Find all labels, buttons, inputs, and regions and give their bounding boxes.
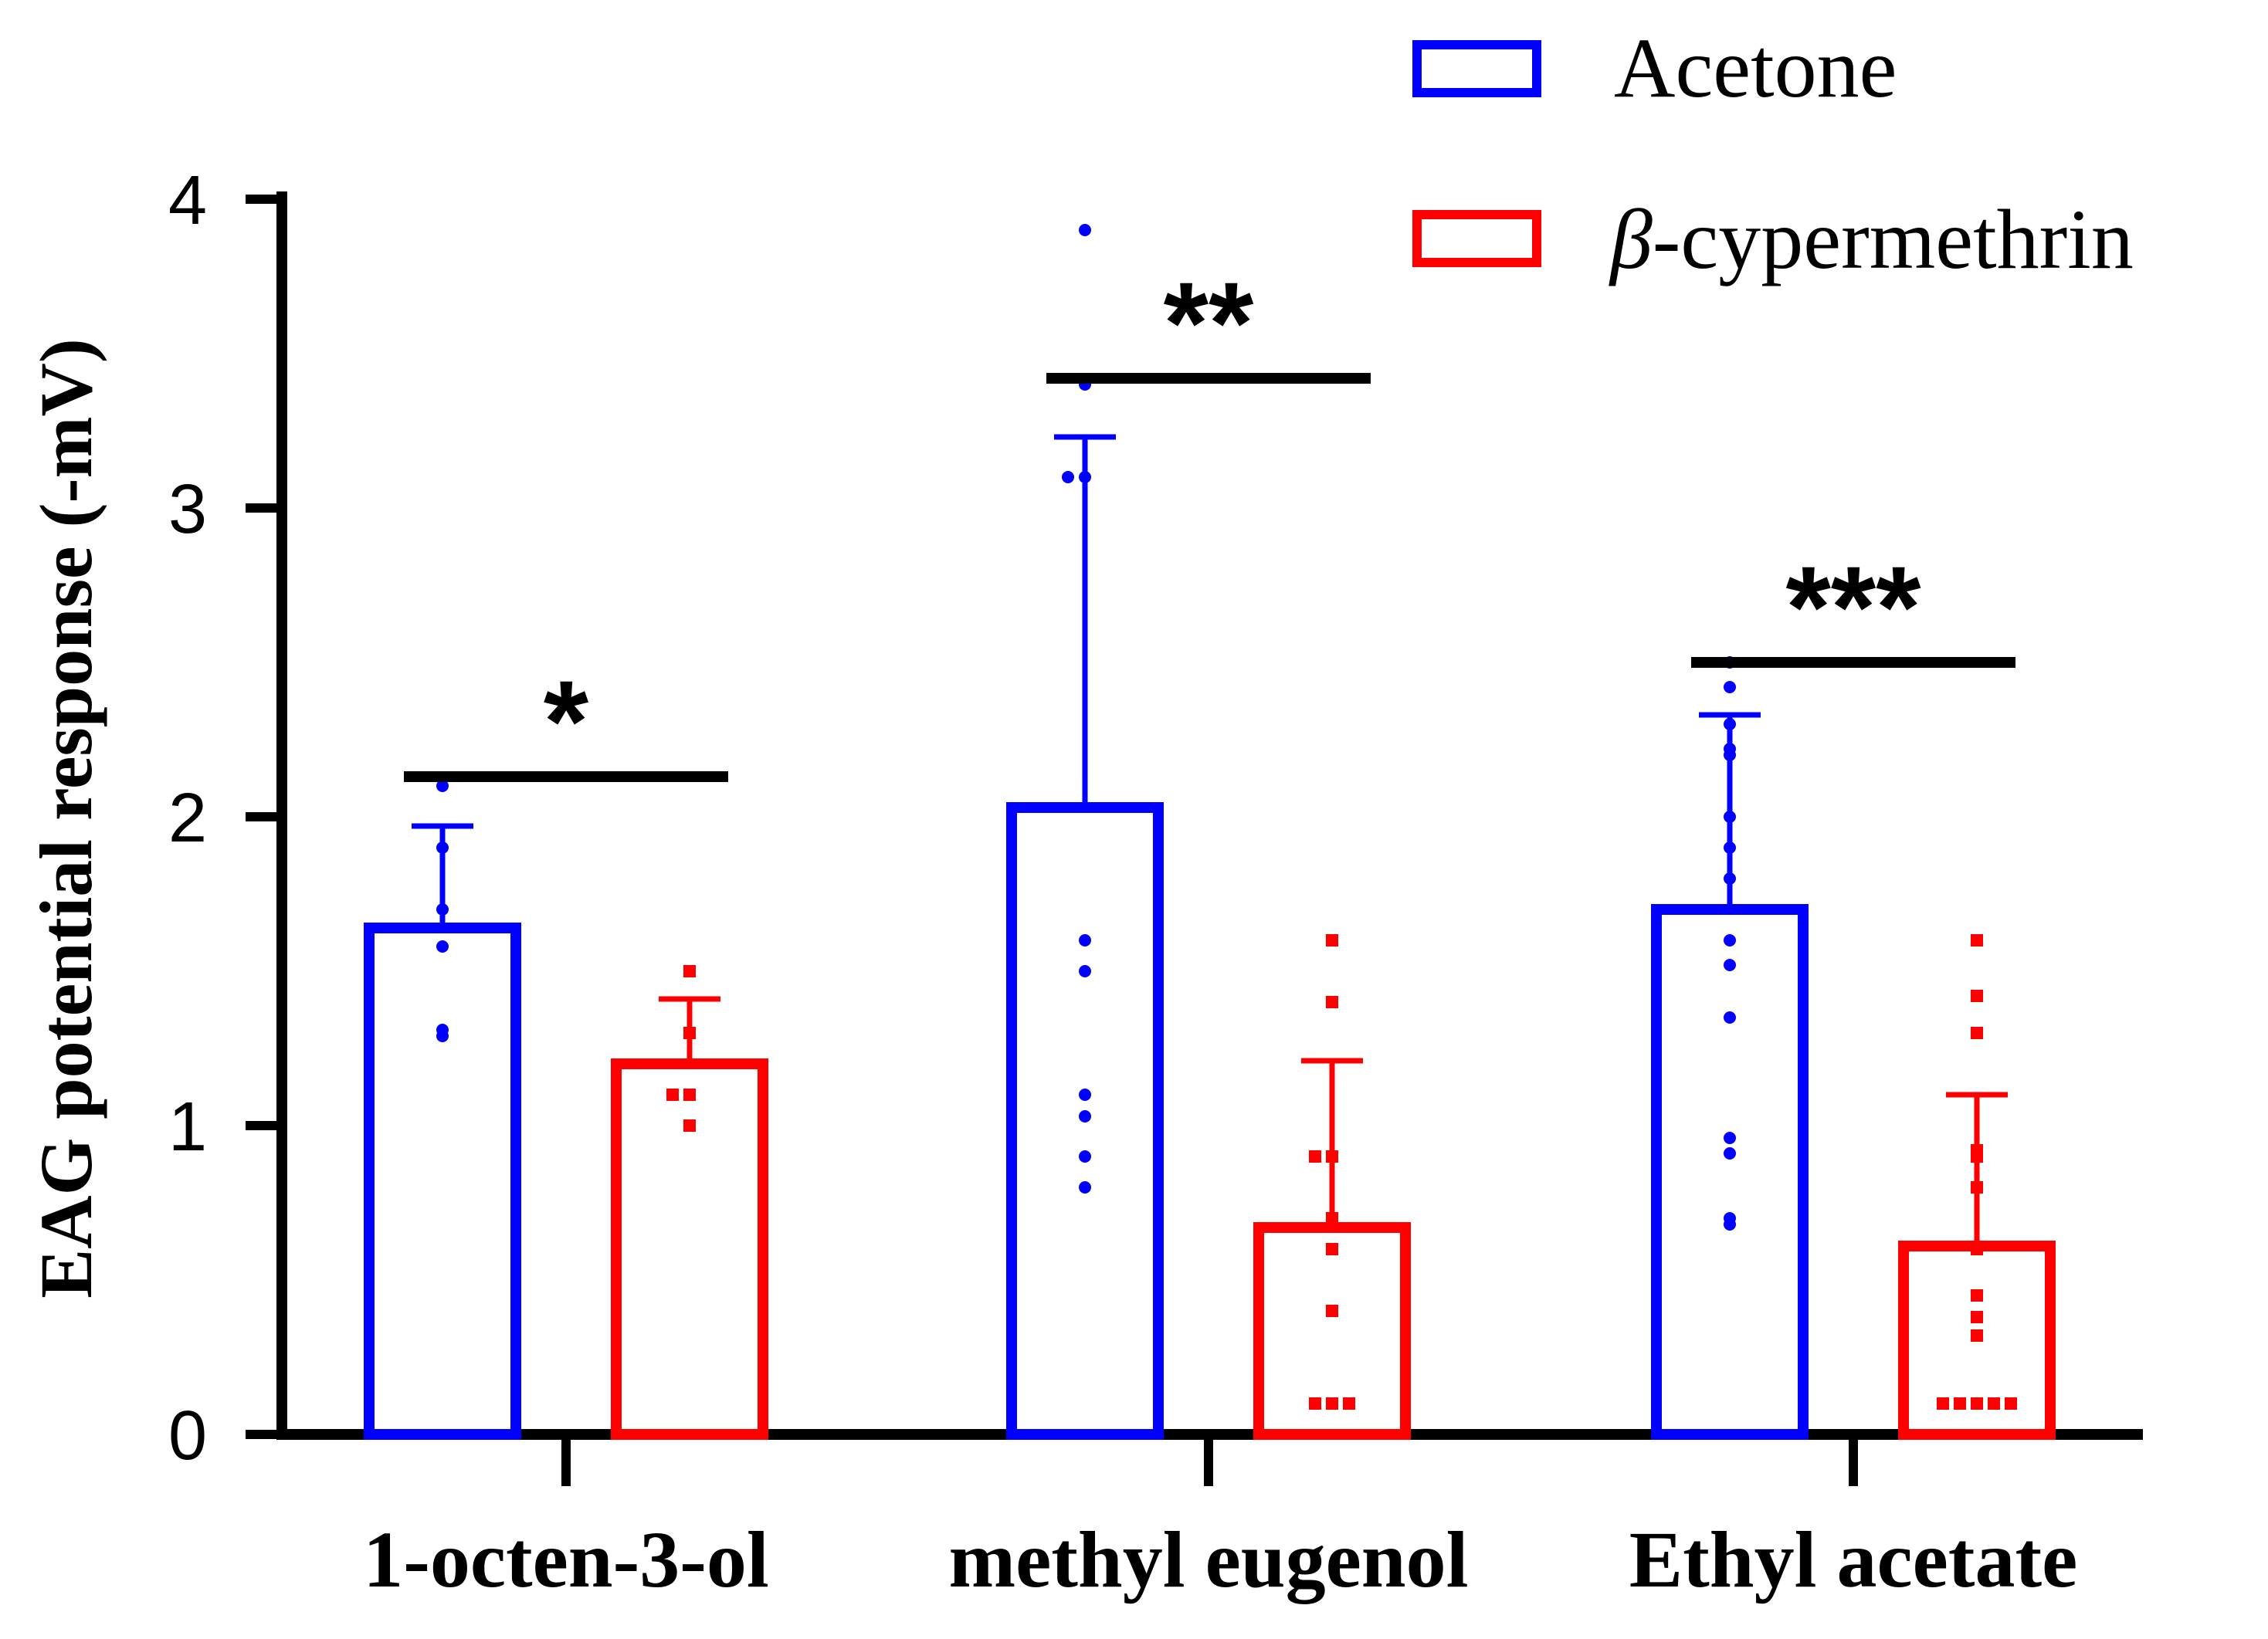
point-1-1-2: [1326, 1150, 1338, 1163]
point-0-1-9: [1079, 1181, 1091, 1194]
point-0-1-3: [1062, 471, 1074, 483]
point-1-2-8: [1971, 1311, 1983, 1323]
point-1-0-4: [683, 1119, 696, 1132]
legend-swatch-beta-cypermethrin: [1412, 210, 1541, 267]
y-tick-label-1: 1: [168, 1089, 207, 1166]
point-1-1-3: [1309, 1150, 1321, 1163]
x-category-label-1: methyl eugenol: [948, 1515, 1468, 1604]
point-1-2-13: [1937, 1397, 1949, 1410]
legend-label-beta-name: -cypermethrin: [1653, 192, 2134, 286]
legend-swatch-acetone: [1412, 40, 1541, 97]
point-1-2-5: [1971, 1181, 1983, 1194]
point-1-2-10: [1971, 1397, 1983, 1410]
point-0-2-6: [1724, 842, 1736, 854]
point-0-0-5: [436, 1030, 449, 1042]
point-1-2-14: [2005, 1397, 2017, 1410]
point-1-1-4: [1326, 1212, 1338, 1224]
bars: [364, 802, 2056, 1440]
point-0-1-5: [1079, 965, 1091, 977]
point-1-0-2: [683, 1089, 696, 1101]
point-1-2-0: [1971, 934, 1983, 946]
point-1-1-5: [1326, 1243, 1338, 1255]
point-1-2-11: [1954, 1397, 1966, 1410]
significance-markers: ******: [404, 258, 2015, 786]
point-1-2-12: [1988, 1397, 2000, 1410]
point-0-0-3: [436, 940, 449, 953]
bar-0-0: [364, 923, 521, 1440]
x-category-label-2: Ethyl acetate: [1629, 1515, 2077, 1604]
point-0-1-6: [1079, 1089, 1091, 1101]
point-1-1-1: [1326, 996, 1338, 1008]
y-axis-label: EAG potential response (-mV): [25, 338, 107, 1299]
point-1-1-9: [1343, 1397, 1355, 1410]
point-1-2-1: [1971, 990, 1983, 1002]
point-0-2-2: [1724, 718, 1736, 730]
significance-stars-2: ***: [1785, 542, 1921, 672]
point-1-2-4: [1971, 1150, 1983, 1163]
y-tick-label-3: 3: [168, 471, 207, 548]
point-1-1-6: [1326, 1305, 1338, 1317]
point-1-0-0: [683, 965, 696, 977]
point-0-2-4: [1724, 749, 1736, 761]
point-0-2-10: [1724, 1011, 1736, 1024]
point-0-2-8: [1724, 934, 1736, 946]
point-0-2-12: [1724, 1147, 1736, 1160]
y-tick-label-0: 0: [168, 1397, 207, 1475]
legend-label-beta-symbol: β: [1609, 192, 1653, 286]
point-1-2-6: [1971, 1243, 1983, 1255]
error-bars: [412, 434, 2008, 1246]
point-0-2-7: [1724, 872, 1736, 885]
point-1-1-7: [1326, 1397, 1338, 1410]
y-tick-label-2: 2: [168, 780, 207, 857]
x-category-label-0: 1-octen-3-ol: [363, 1515, 769, 1604]
x-categories: 1-octen-3-ol methyl eugenol Ethyl acetate: [363, 1434, 2077, 1604]
point-0-1-8: [1079, 1150, 1091, 1163]
point-1-1-8: [1309, 1397, 1321, 1410]
bar-0-2: [1651, 904, 1809, 1440]
legend: Acetone β-cypermethrin: [1412, 21, 2134, 286]
point-0-1-7: [1079, 1110, 1091, 1123]
point-0-2-5: [1724, 811, 1736, 823]
point-0-2-1: [1724, 681, 1736, 693]
legend-label-acetone: Acetone: [1614, 21, 1897, 115]
point-0-0-0: [436, 780, 449, 792]
point-0-2-11: [1724, 1132, 1736, 1144]
point-1-2-7: [1971, 1289, 1983, 1302]
point-1-0-1: [683, 1027, 696, 1039]
data-points: [436, 224, 2017, 1410]
point-0-1-4: [1079, 934, 1091, 946]
y-tick-label-4: 4: [168, 162, 207, 239]
point-0-0-2: [436, 903, 449, 916]
point-0-2-14: [1724, 1218, 1736, 1231]
point-0-1-0: [1079, 224, 1091, 236]
point-0-1-2: [1079, 471, 1091, 483]
point-1-0-3: [666, 1089, 679, 1101]
point-0-0-1: [436, 842, 449, 854]
significance-stars-1: **: [1164, 258, 1254, 388]
point-1-2-9: [1971, 1329, 1983, 1342]
point-1-1-0: [1326, 934, 1338, 946]
significance-stars-0: *: [544, 656, 589, 786]
point-0-2-9: [1724, 959, 1736, 971]
legend-label-beta-cypermethrin: β-cypermethrin: [1609, 192, 2134, 286]
point-1-2-2: [1971, 1027, 1983, 1039]
y-ticks: 0 1 2 3 4: [168, 162, 282, 1475]
